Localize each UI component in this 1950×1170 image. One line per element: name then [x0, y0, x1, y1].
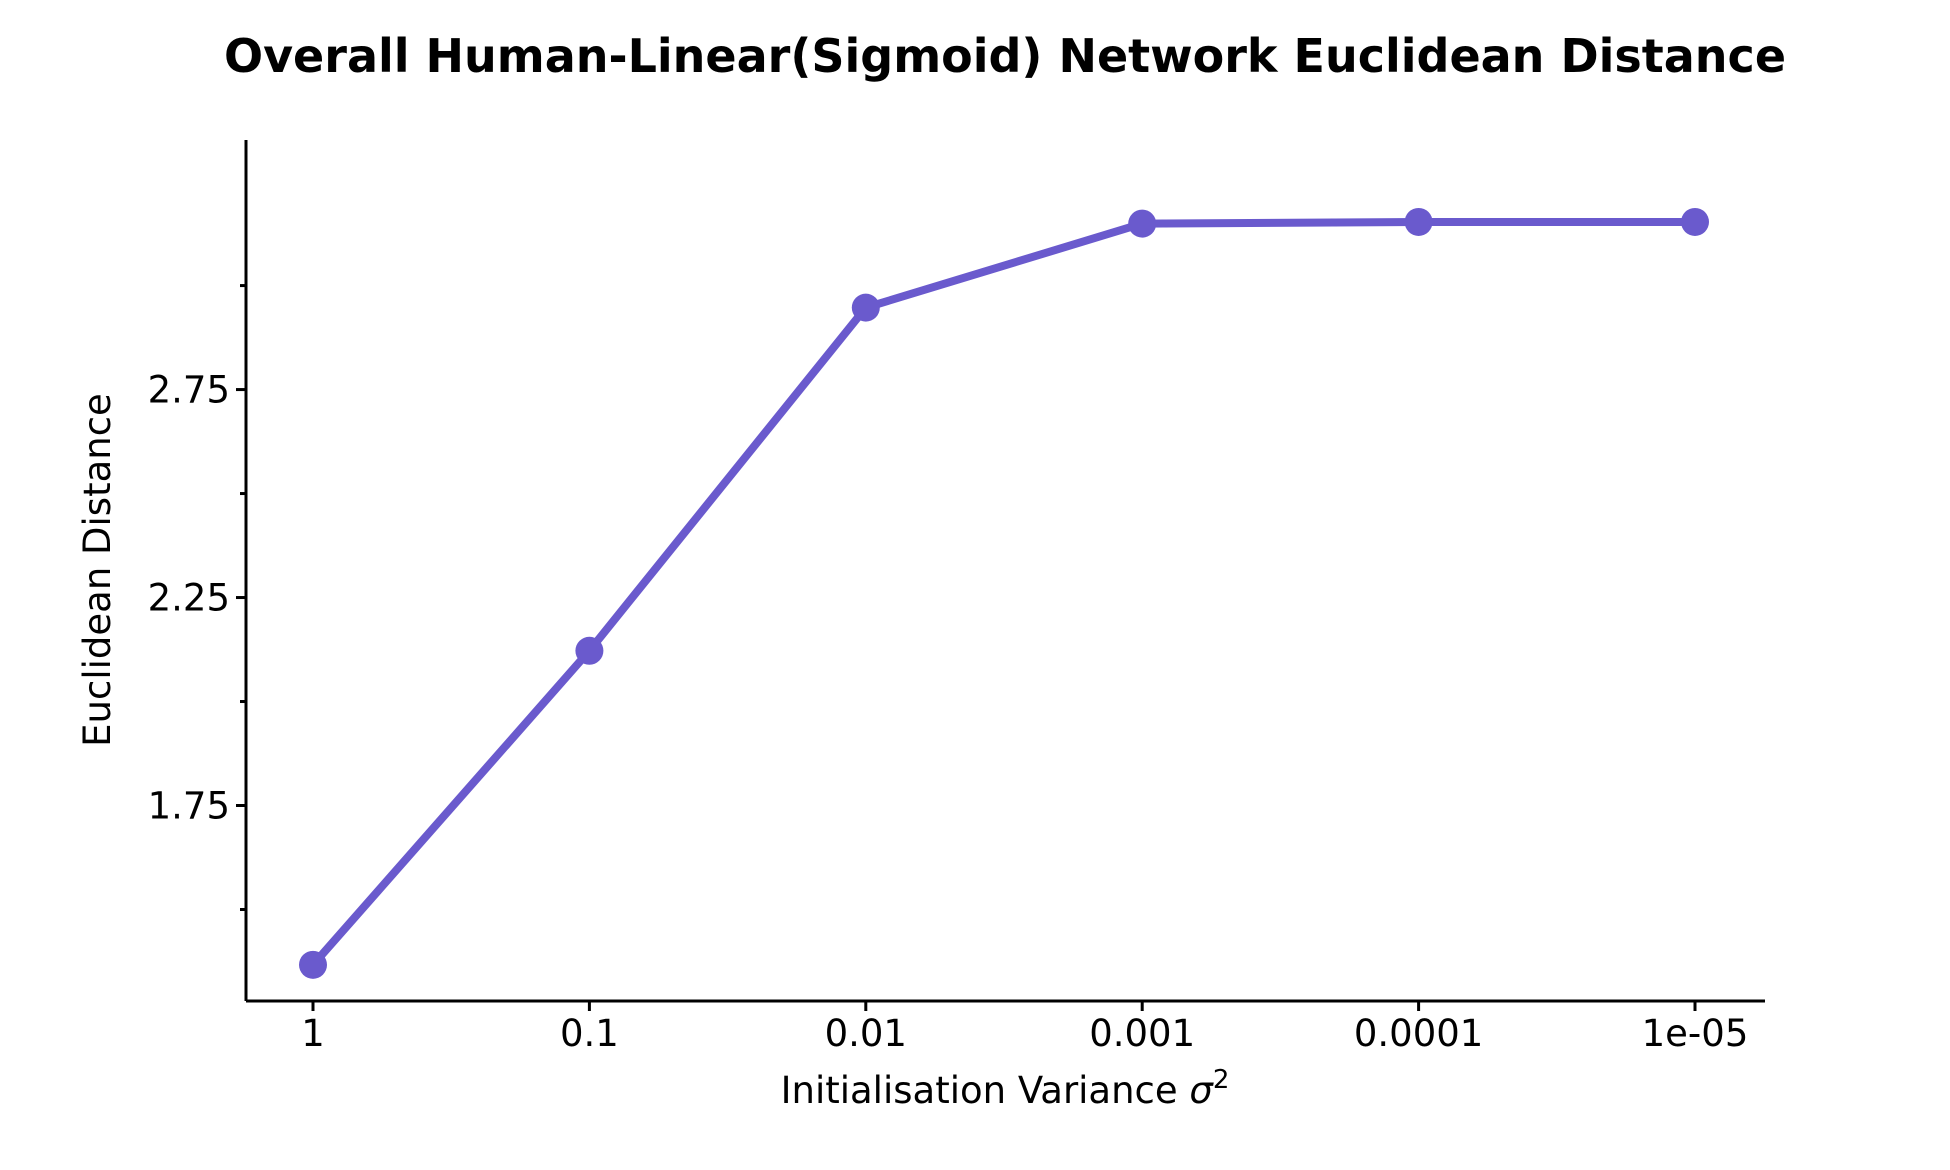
- x-ticks: 1 0.1 0.01 0.001 0.0001 1e-05: [301, 1001, 1748, 1055]
- x-tick-label: 1e-05: [1642, 1012, 1749, 1055]
- series-layer: [299, 207, 1709, 979]
- x-axis-label-text: Initialisation Variance: [781, 1069, 1190, 1112]
- data-point: [1404, 207, 1433, 236]
- x-tick-label: 0.01: [825, 1012, 907, 1055]
- data-point: [1681, 207, 1709, 236]
- x-tick-label: 0.1: [560, 1012, 619, 1055]
- y-ticks: 1.75 2.25 2.75: [148, 284, 246, 911]
- data-point: [575, 636, 604, 665]
- y-tick-label: 1.75: [148, 785, 230, 828]
- series-line: [309, 217, 1699, 969]
- x-axis-label-superscript: 2: [1213, 1065, 1230, 1095]
- y-tick-label: 2.25: [148, 577, 230, 620]
- chart-title: Overall Human-Linear(Sigmoid) Network Eu…: [224, 29, 1786, 83]
- data-point: [1128, 209, 1157, 238]
- x-tick-label: 0.001: [1089, 1012, 1195, 1055]
- x-tick-label: 0.0001: [1354, 1012, 1483, 1055]
- data-point: [299, 950, 327, 979]
- x-axis-label-symbol: σ: [1189, 1069, 1214, 1112]
- x-axis-label: Initialisation Variance σ2: [781, 1065, 1230, 1112]
- data-point: [851, 293, 880, 322]
- y-tick-label: 2.75: [148, 369, 230, 412]
- x-tick-label: 1: [301, 1012, 325, 1055]
- y-axis-label: Euclidean Distance: [76, 393, 119, 747]
